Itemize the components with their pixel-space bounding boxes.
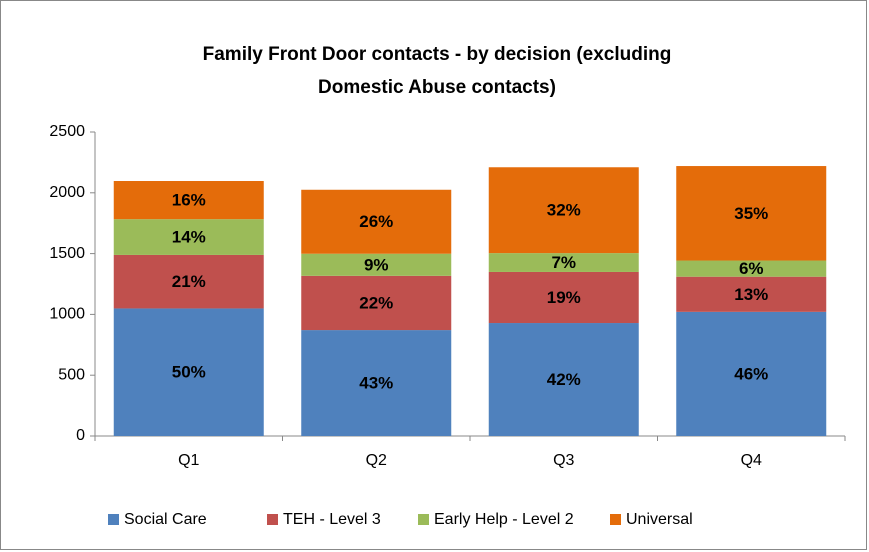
y-tick-label: 500 [58, 366, 85, 383]
data-label: 21% [172, 272, 206, 291]
bar-segment [676, 311, 827, 436]
legend-label: Universal [626, 511, 693, 528]
bar-segment [676, 260, 827, 277]
y-tick-label: 2500 [49, 123, 85, 140]
data-label: 16% [172, 191, 206, 210]
data-label: 35% [734, 204, 768, 223]
bar-segment [301, 189, 452, 254]
bar-segment [113, 219, 264, 255]
data-label: 6% [739, 259, 764, 278]
bar-segment [113, 254, 264, 309]
bar-segment [488, 271, 639, 324]
bar-segment [301, 275, 452, 331]
bar-segment [488, 167, 639, 254]
data-label: 13% [734, 285, 768, 304]
legend-label: TEH - Level 3 [283, 511, 381, 528]
bar-segment [113, 181, 264, 220]
data-label: 14% [172, 228, 206, 247]
x-tick-label: Q4 [741, 452, 762, 469]
bar-segment [113, 308, 264, 436]
bar-segment [676, 166, 827, 261]
data-label: 9% [364, 255, 389, 274]
legend-swatch [610, 514, 621, 525]
data-label: 46% [734, 364, 768, 383]
legend-swatch [418, 514, 429, 525]
legend-swatch [108, 514, 119, 525]
data-label: 19% [547, 288, 581, 307]
data-label: 32% [547, 201, 581, 220]
x-tick-label: Q1 [178, 452, 199, 469]
y-tick-label: 2000 [49, 184, 85, 201]
legend-label: Early Help - Level 2 [434, 511, 574, 528]
data-label: 26% [359, 212, 393, 231]
data-label: 7% [551, 253, 576, 272]
y-tick-label: 0 [76, 427, 85, 444]
y-tick-label: 1000 [49, 306, 85, 323]
bar-segment [488, 323, 639, 436]
data-label: 42% [547, 370, 581, 389]
y-tick-label: 1500 [49, 245, 85, 262]
bar-segment [301, 330, 452, 436]
bar-segment [301, 253, 452, 276]
data-label: 22% [359, 293, 393, 312]
data-label: 50% [172, 363, 206, 382]
x-tick-label: Q3 [553, 452, 574, 469]
legend-swatch [267, 514, 278, 525]
legend-label: Social Care [124, 511, 207, 528]
bar-segment [488, 253, 639, 272]
bar-segment [676, 276, 827, 312]
data-label: 43% [359, 374, 393, 393]
chart-title: Family Front Door contacts - by decision… [203, 44, 672, 98]
x-tick-label: Q2 [366, 452, 387, 469]
